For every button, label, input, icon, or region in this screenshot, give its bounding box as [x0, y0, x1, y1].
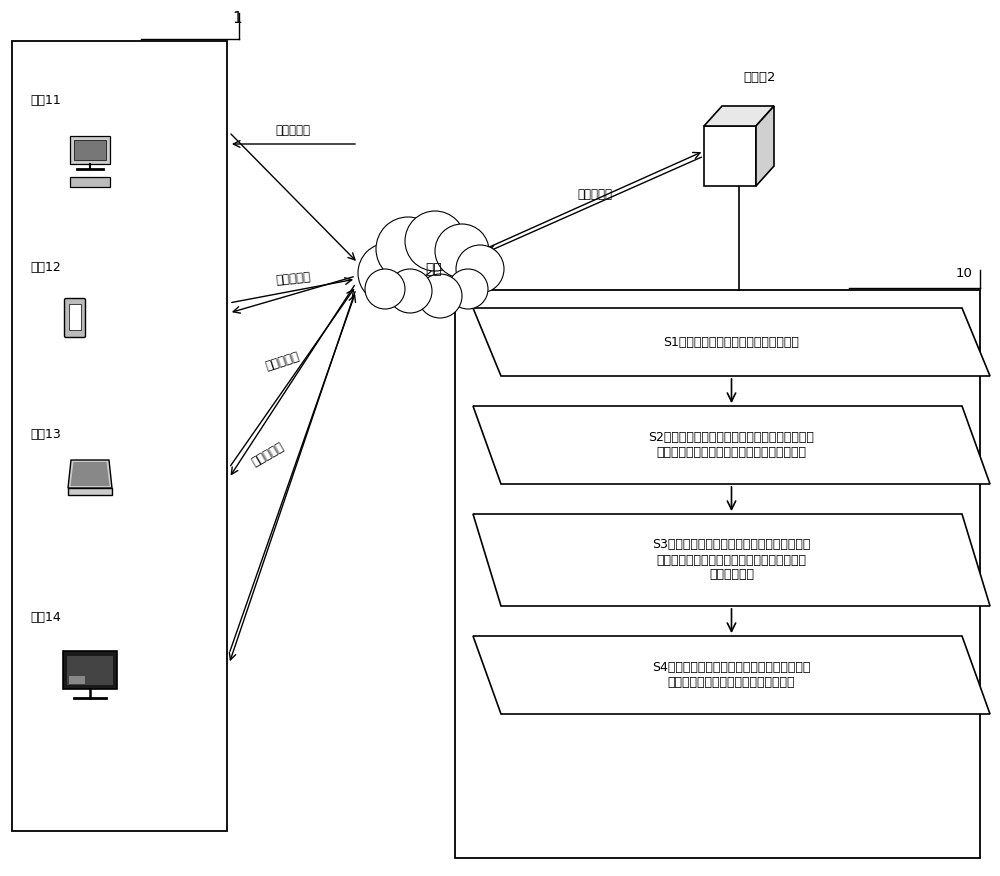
FancyBboxPatch shape: [69, 676, 85, 683]
Ellipse shape: [382, 244, 486, 294]
FancyBboxPatch shape: [455, 290, 980, 858]
Polygon shape: [473, 514, 990, 606]
Circle shape: [418, 274, 462, 318]
FancyBboxPatch shape: [69, 304, 81, 330]
FancyBboxPatch shape: [64, 299, 86, 337]
Circle shape: [448, 269, 488, 309]
Text: 提供数据源: 提供数据源: [275, 270, 312, 286]
Text: S4、根据从所述缓冲区不断读取得到的所述待
提交数据进行数据库的异步持久化处理: S4、根据从所述缓冲区不断读取得到的所述待 提交数据进行数据库的异步持久化处理: [652, 661, 811, 689]
Circle shape: [376, 217, 440, 281]
Polygon shape: [473, 406, 990, 484]
Circle shape: [435, 224, 489, 278]
Text: 服务卨2: 服务卨2: [744, 71, 776, 84]
Text: S3、根据第二数据进行计费处理，得到待提交
给所述数据库的待提交数据，将所述待提交数
据放到缓冲区: S3、根据第二数据进行计费处理，得到待提交 给所述数据库的待提交数据，将所述待提…: [652, 539, 811, 582]
Polygon shape: [68, 460, 112, 488]
Text: 终端12: 终端12: [30, 261, 61, 274]
FancyBboxPatch shape: [74, 140, 106, 160]
Circle shape: [456, 245, 504, 293]
FancyBboxPatch shape: [68, 488, 112, 495]
Circle shape: [365, 269, 405, 309]
Circle shape: [388, 269, 432, 313]
Text: 提供数据源: 提供数据源: [275, 124, 310, 137]
Text: S1、从数据库中加载第一数据到内存中: S1、从数据库中加载第一数据到内存中: [664, 336, 799, 349]
Text: 终端13: 终端13: [30, 428, 61, 441]
Text: 提供数据源: 提供数据源: [577, 188, 612, 201]
Text: 提供数据源: 提供数据源: [249, 440, 286, 469]
FancyBboxPatch shape: [67, 655, 113, 685]
FancyBboxPatch shape: [12, 41, 227, 831]
Text: 10: 10: [955, 267, 972, 280]
Polygon shape: [756, 106, 774, 186]
Polygon shape: [473, 308, 990, 376]
Polygon shape: [704, 106, 774, 126]
Text: S2、当检测到出现数据处理阻塞时，从所述内存
中读取相对于第一数据上一个时刻的第二数据: S2、当检测到出现数据处理阻塞时，从所述内存 中读取相对于第一数据上一个时刻的第…: [649, 431, 814, 459]
Polygon shape: [704, 126, 756, 186]
FancyBboxPatch shape: [63, 651, 117, 689]
FancyBboxPatch shape: [70, 136, 110, 164]
Polygon shape: [70, 462, 110, 486]
Circle shape: [405, 211, 465, 271]
Text: 提供数据源: 提供数据源: [264, 350, 301, 372]
FancyBboxPatch shape: [70, 177, 110, 187]
Text: 网络: 网络: [426, 262, 442, 276]
Text: 1: 1: [232, 11, 242, 26]
Circle shape: [358, 243, 418, 303]
Text: 终端14: 终端14: [30, 611, 61, 624]
Text: 终端11: 终端11: [30, 94, 61, 107]
Polygon shape: [473, 636, 990, 714]
